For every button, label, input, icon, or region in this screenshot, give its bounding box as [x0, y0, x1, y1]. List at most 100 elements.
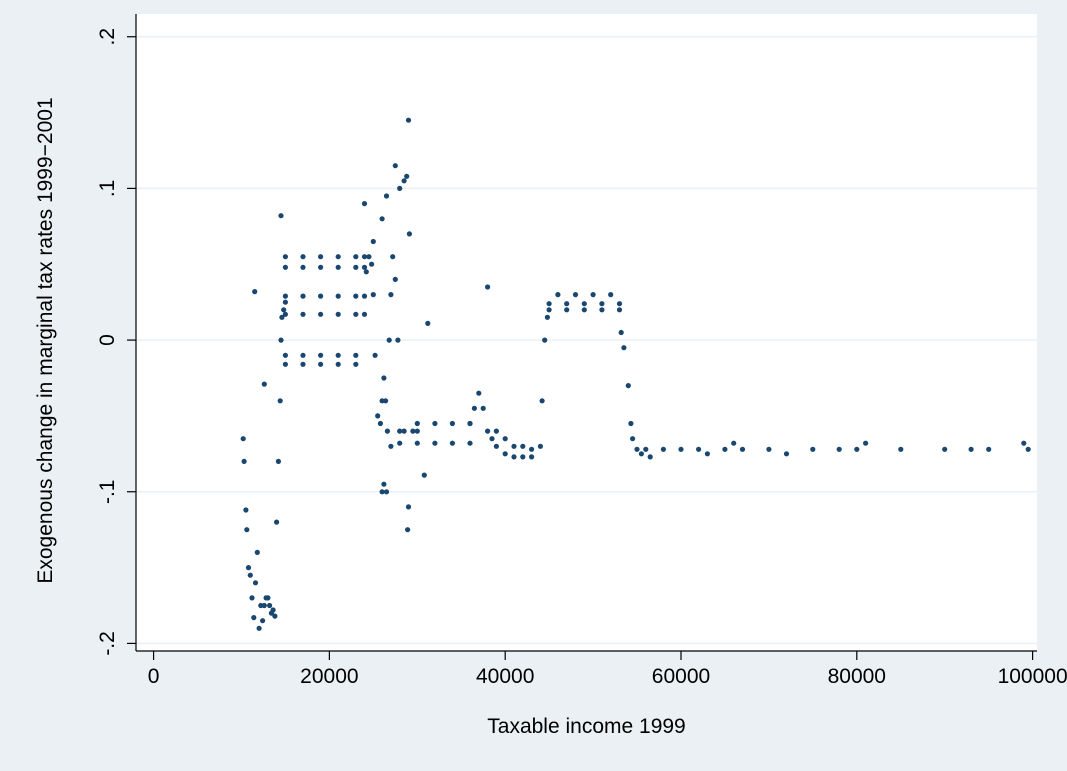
data-point-96	[383, 489, 390, 495]
data-point-19	[272, 613, 278, 619]
data-point-86	[392, 163, 398, 169]
data-point-25	[281, 307, 287, 313]
data-point-28	[278, 213, 284, 219]
data-point-59	[282, 361, 288, 367]
data-point-99	[414, 428, 420, 434]
data-point-2	[243, 507, 249, 513]
data-point-24	[279, 314, 285, 320]
data-point-149	[628, 420, 634, 427]
x-tick-labels: 0 20000 40000 60000 80000 100000	[148, 665, 1067, 688]
data-point-90	[405, 117, 412, 123]
x-tick-label-1: 20000	[300, 665, 358, 688]
data-point-70	[377, 420, 383, 427]
data-point-145	[616, 307, 623, 313]
data-point-167	[863, 440, 869, 446]
data-point-129	[539, 398, 545, 404]
data-point-165	[836, 446, 842, 452]
data-point-43	[300, 293, 306, 299]
data-point-114	[480, 405, 486, 411]
data-point-0	[240, 436, 246, 442]
data-point-143	[581, 307, 587, 313]
data-point-45	[335, 293, 341, 299]
data-point-73	[383, 398, 389, 404]
data-point-7	[251, 615, 257, 621]
x-tick-label-0: 0	[148, 665, 160, 688]
data-point-61	[318, 361, 324, 367]
data-point-152	[638, 451, 645, 457]
data-point-33	[335, 254, 341, 260]
data-point-170	[968, 446, 974, 452]
data-point-124	[493, 443, 499, 449]
data-point-102	[449, 420, 455, 427]
data-point-49	[300, 311, 306, 317]
data-point-38	[318, 264, 324, 270]
data-point-94	[379, 489, 385, 495]
data-point-173	[1025, 446, 1031, 452]
data-point-95	[381, 481, 387, 487]
data-point-92	[405, 504, 412, 510]
data-point-112	[471, 405, 477, 411]
data-point-162	[766, 446, 772, 452]
y-tick-label-1: -.1	[96, 479, 119, 504]
data-point-98	[410, 428, 416, 434]
data-point-101	[432, 420, 438, 427]
data-point-113	[476, 390, 482, 396]
data-point-47	[361, 293, 368, 299]
data-point-146	[618, 329, 624, 336]
data-point-121	[529, 446, 535, 452]
data-point-34	[353, 254, 359, 260]
data-point-82	[361, 201, 368, 207]
data-point-123	[485, 284, 491, 290]
data-point-51	[335, 311, 341, 317]
data-point-42	[282, 293, 288, 299]
data-point-140	[608, 292, 614, 298]
x-axis-title: Taxable income 1999	[487, 715, 685, 738]
data-point-12	[260, 618, 266, 624]
data-point-41	[361, 264, 368, 270]
data-point-68	[372, 352, 378, 358]
data-point-134	[581, 301, 587, 307]
data-point-154	[647, 454, 653, 460]
y-tick-label-0: -.2	[96, 631, 119, 656]
data-point-32	[318, 254, 324, 260]
data-point-130	[542, 337, 548, 343]
data-point-131	[544, 314, 551, 320]
data-point-150	[630, 436, 636, 442]
data-point-172	[1021, 440, 1027, 446]
data-point-52	[353, 311, 359, 317]
data-point-116	[489, 436, 495, 442]
data-point-168	[898, 446, 904, 452]
data-point-117	[493, 428, 499, 434]
data-point-62	[335, 361, 341, 367]
data-point-35	[361, 254, 368, 260]
data-point-80	[397, 428, 403, 434]
data-point-106	[432, 440, 438, 446]
data-point-142	[564, 307, 570, 313]
data-point-107	[449, 440, 455, 446]
x-tick-label-5: 100000	[998, 665, 1067, 688]
data-point-119	[511, 443, 517, 449]
data-point-29	[261, 381, 267, 387]
data-point-84	[379, 216, 385, 222]
data-point-93	[405, 527, 411, 533]
data-point-30	[282, 254, 288, 260]
data-point-60	[300, 361, 306, 367]
data-point-111	[467, 420, 473, 427]
data-point-23	[278, 337, 284, 343]
data-point-171	[986, 446, 992, 452]
y-axis-title: Exogenous change in marginal tax rates 1…	[34, 97, 57, 583]
data-point-115	[485, 428, 491, 434]
axes	[127, 14, 1037, 660]
data-point-151	[634, 446, 640, 452]
data-point-160	[731, 440, 737, 446]
plot-area	[136, 14, 1037, 651]
data-point-120	[520, 443, 526, 449]
data-point-89	[404, 173, 410, 179]
data-point-64	[363, 269, 369, 275]
data-point-53	[361, 311, 368, 317]
data-point-158	[704, 451, 711, 457]
data-point-135	[599, 301, 605, 307]
data-point-133	[564, 301, 570, 307]
data-point-4	[245, 565, 252, 571]
